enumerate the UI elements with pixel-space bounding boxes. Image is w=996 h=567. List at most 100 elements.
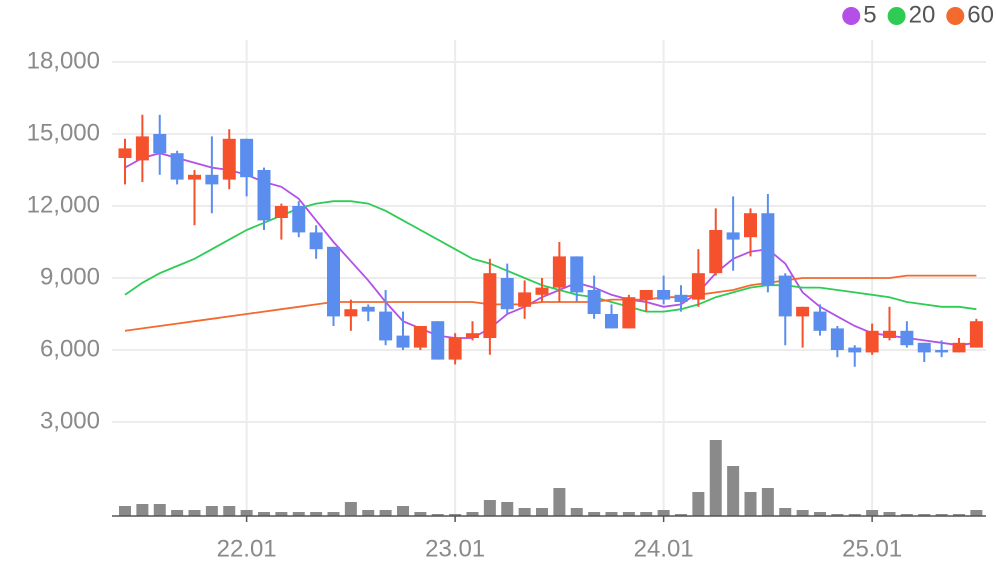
- volume-bar: [171, 510, 184, 516]
- candle-body: [935, 350, 949, 353]
- candle-body: [309, 232, 323, 250]
- x-tick-label: 22.01: [217, 535, 277, 562]
- legend-marker: [946, 7, 965, 25]
- volume-bar: [675, 514, 687, 516]
- volume-bar: [501, 502, 514, 516]
- volume-bar: [223, 506, 236, 516]
- x-tick-label: 23.01: [425, 535, 485, 562]
- volume-bar: [397, 506, 409, 516]
- volume-bar: [153, 504, 166, 516]
- candle-body: [240, 138, 254, 178]
- candle-body: [883, 330, 896, 338]
- volume-bar: [883, 512, 896, 516]
- legend-label: 5: [863, 1, 876, 28]
- volume-bar: [640, 512, 653, 516]
- candle-body: [848, 347, 862, 353]
- legend-label: 60: [967, 1, 994, 28]
- volume-bar: [136, 504, 149, 516]
- volume-bar: [605, 512, 618, 516]
- volume-bar: [362, 510, 375, 516]
- ma-line: [124, 274, 977, 332]
- candle-body: [709, 230, 723, 274]
- y-tick-label: 3,000: [40, 407, 100, 434]
- volume-bar: [866, 510, 879, 516]
- candle-body: [500, 278, 514, 310]
- candle-body: [413, 326, 427, 348]
- candle-body: [135, 136, 149, 161]
- legend-label: 20: [909, 1, 936, 28]
- candle-body: [518, 292, 532, 307]
- candle-body: [605, 314, 618, 329]
- candle-body: [674, 294, 688, 302]
- candle-body: [830, 328, 844, 350]
- candle-body: [431, 321, 445, 360]
- volume-bar: [953, 514, 965, 516]
- candle-body: [969, 321, 983, 348]
- candle-body: [952, 342, 966, 353]
- candle-body: [570, 256, 584, 293]
- candle-body: [744, 213, 757, 238]
- volume-bar: [588, 512, 601, 516]
- volume-bar: [536, 508, 548, 516]
- volume-bar: [727, 466, 740, 516]
- x-tick-label: 24.01: [634, 535, 694, 562]
- candle-body: [361, 306, 375, 312]
- volume-bar: [918, 514, 931, 516]
- volume-bar: [327, 512, 340, 516]
- candle-body: [587, 290, 601, 314]
- volume-bar: [119, 506, 131, 516]
- volume-bar: [466, 512, 479, 516]
- volume-bar: [970, 510, 983, 516]
- candle-body: [170, 153, 184, 180]
- volume-bar: [379, 510, 392, 516]
- x-tick-label: 25.01: [842, 535, 902, 562]
- volume-bar: [796, 510, 809, 516]
- candle-body: [344, 309, 358, 317]
- candle-body: [552, 256, 566, 288]
- y-tick-label: 12,000: [27, 191, 100, 218]
- legend-marker: [887, 7, 906, 25]
- candle-body: [917, 342, 931, 353]
- candle-body: [657, 290, 671, 300]
- volume-bar: [831, 514, 844, 516]
- candle-body: [622, 297, 636, 329]
- candle-body: [396, 335, 410, 348]
- volume-bar: [779, 508, 792, 516]
- y-tick-label: 18,000: [27, 47, 100, 74]
- volume-bar: [240, 510, 253, 516]
- volume-bar: [518, 508, 531, 516]
- candle-body: [535, 287, 549, 295]
- candle-body: [153, 134, 167, 154]
- volume-bar: [900, 514, 913, 516]
- y-tick-label: 15,000: [27, 119, 100, 146]
- candle-body: [639, 290, 653, 300]
- volume-bar: [553, 488, 566, 516]
- volume-bar: [292, 512, 305, 516]
- volume-bar: [483, 500, 496, 516]
- volume-bar: [310, 512, 323, 516]
- volume-bar: [622, 512, 635, 516]
- volume-bar: [935, 514, 948, 516]
- volume-bar: [848, 514, 861, 516]
- candle-body: [274, 206, 288, 218]
- volume-bar: [275, 512, 288, 516]
- candle-body: [379, 311, 393, 341]
- candle-body: [188, 174, 201, 180]
- volume-bar: [344, 502, 357, 516]
- volume-bar: [205, 506, 218, 516]
- volume-bar: [692, 492, 705, 516]
- volume-bar: [431, 514, 444, 516]
- volume-bar: [744, 492, 757, 516]
- candle-body: [118, 148, 132, 158]
- candle-body: [726, 232, 740, 240]
- candle-body: [483, 273, 497, 338]
- candle-body: [327, 246, 340, 317]
- candle-body: [205, 174, 219, 185]
- candle-body: [796, 306, 810, 317]
- volume-bar: [761, 488, 774, 516]
- legend-marker: [842, 7, 861, 25]
- candle-body: [466, 333, 479, 338]
- y-tick-label: 9,000: [40, 263, 100, 290]
- ma-line: [124, 152, 977, 347]
